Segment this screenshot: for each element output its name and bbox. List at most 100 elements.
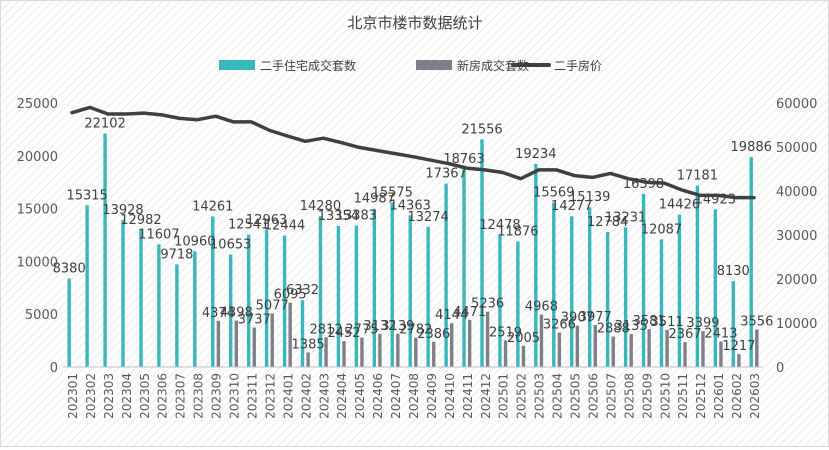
bar-value-label-second-hand: 12784	[587, 215, 628, 230]
x-axis-tick-label: 202412	[479, 373, 493, 419]
bar-value-label-new-home: 2888	[597, 322, 630, 337]
bar-second-hand	[462, 168, 466, 367]
bar-new-home	[432, 341, 436, 367]
bar-second-hand	[623, 227, 628, 367]
bar-new-home	[665, 329, 669, 367]
x-axis-tick-label: 202304	[120, 373, 134, 419]
x-axis-tick-label: 202405	[353, 373, 367, 419]
bar-value-label-second-hand: 8130	[717, 264, 750, 279]
x-axis-tick-label: 202302	[84, 373, 98, 419]
bar-new-home	[449, 323, 454, 367]
right-axis: 0 10000 20000 30000 40000 50000 60000	[776, 97, 817, 376]
x-axis-tick-label: 202602	[730, 373, 744, 419]
bars	[67, 133, 759, 367]
bar-value-label-second-hand: 15575	[372, 186, 413, 201]
x-axis-tick-label: 202509	[640, 373, 654, 419]
bar-value-label-new-home: 4144	[435, 308, 468, 323]
bar-second-hand	[516, 241, 520, 367]
bar-value-label-second-hand: 13354	[318, 209, 359, 224]
x-axis-tick-label: 202402	[299, 373, 313, 419]
bar-new-home	[306, 352, 310, 367]
bar-second-hand	[570, 216, 574, 367]
bar-value-label-second-hand: 14280	[300, 199, 341, 214]
bar-value-label-new-home: 2812	[310, 322, 343, 337]
bar-new-home	[252, 327, 256, 367]
bar-new-home	[647, 329, 651, 367]
bar-value-label-second-hand: 12087	[641, 222, 682, 237]
bar-new-home	[701, 331, 705, 367]
bar-second-hand	[264, 230, 269, 367]
right-axis-tick-label: 50000	[776, 141, 817, 156]
bar-value-label-new-home: 3266	[543, 318, 576, 333]
bar-new-home	[342, 341, 346, 367]
bar-second-hand	[103, 133, 107, 367]
bar-second-hand	[300, 300, 305, 367]
legend-bar-swatch	[219, 60, 255, 70]
bar-new-home	[288, 302, 292, 367]
x-axis-tick-label: 202410	[443, 373, 457, 419]
bar-value-label-second-hand: 12444	[264, 219, 305, 234]
legend: 二手住宅成交套数 新房成交套数 二手房价	[219, 58, 602, 73]
bar-second-hand	[480, 139, 484, 367]
x-axis-tick-label: 202408	[407, 373, 421, 419]
bar-second-hand	[587, 207, 592, 367]
x-axis-tick-label: 202504	[551, 373, 565, 419]
bar-value-label-new-home: 3907	[561, 311, 594, 326]
bar-second-hand	[695, 185, 700, 367]
bar-new-home	[539, 314, 544, 367]
x-axis-tick-label: 202505	[569, 373, 583, 419]
bar-new-home	[611, 336, 615, 367]
bar-second-hand	[139, 229, 143, 367]
bar-second-hand	[408, 215, 412, 367]
bar-new-home	[378, 333, 382, 367]
bar-second-hand	[229, 254, 233, 367]
x-axis-tick-label: 202511	[676, 373, 690, 419]
legend-label: 二手房价	[554, 58, 602, 73]
bar-second-hand	[282, 235, 287, 367]
x-axis: 202301 202302 202303 202304 202305 202306 2023…	[63, 366, 763, 419]
bar-second-hand	[659, 239, 664, 367]
bar-value-label-second-hand: 12982	[120, 213, 161, 228]
bar-new-home	[503, 340, 508, 367]
bar-second-hand	[85, 205, 89, 367]
bar-second-hand	[749, 157, 753, 367]
left-axis-tick-label: 0	[50, 361, 58, 376]
bar-second-hand	[605, 232, 610, 367]
bar-value-label-second-hand: 10653	[210, 238, 251, 253]
bar-second-hand	[121, 219, 125, 367]
bar-value-label-second-hand: 17367	[425, 167, 466, 182]
x-axis-tick-label: 202407	[389, 373, 403, 419]
bar-second-hand	[211, 216, 215, 367]
bar-value-label-new-home: 3977	[579, 310, 612, 325]
legend-label: 新房成交套数	[457, 58, 529, 73]
x-axis-tick-label: 202601	[712, 373, 726, 419]
x-axis-tick-label: 202409	[425, 373, 439, 419]
bar-value-label-second-hand: 11607	[138, 227, 179, 242]
bar-new-home	[521, 345, 526, 367]
bar-new-home	[216, 320, 221, 367]
bar-value-label-new-home: 4471	[453, 305, 486, 320]
bar-value-label-second-hand: 21556	[461, 122, 502, 137]
bar-new-home	[270, 313, 274, 367]
x-axis-tick-label: 202501	[497, 373, 511, 419]
x-axis-tick-label: 202507	[604, 373, 618, 419]
bar-value-label-second-hand: 13928	[102, 203, 143, 218]
bar-value-label-new-home: 1217	[722, 339, 755, 354]
right-axis-tick-label: 10000	[776, 317, 817, 332]
bar-value-label-second-hand: 15139	[569, 190, 610, 205]
bar-value-label-new-home: 5077	[256, 298, 289, 313]
bar-new-home	[234, 320, 239, 367]
bar-value-label-new-home: 4968	[525, 300, 558, 315]
bar-value-label-new-home: 2413	[704, 327, 737, 342]
bar-value-label-second-hand: 15315	[66, 188, 107, 203]
bar-value-label-second-hand: 19234	[515, 147, 556, 162]
x-axis-tick-label: 202603	[748, 373, 762, 419]
right-axis-tick-label: 40000	[776, 185, 817, 200]
bar-value-label-second-hand: 12963	[246, 213, 287, 228]
price-line-path	[70, 105, 756, 200]
left-axis-tick-label: 15000	[17, 203, 58, 218]
x-axis-tick-label: 202403	[317, 373, 331, 419]
bar-second-hand	[731, 281, 735, 367]
